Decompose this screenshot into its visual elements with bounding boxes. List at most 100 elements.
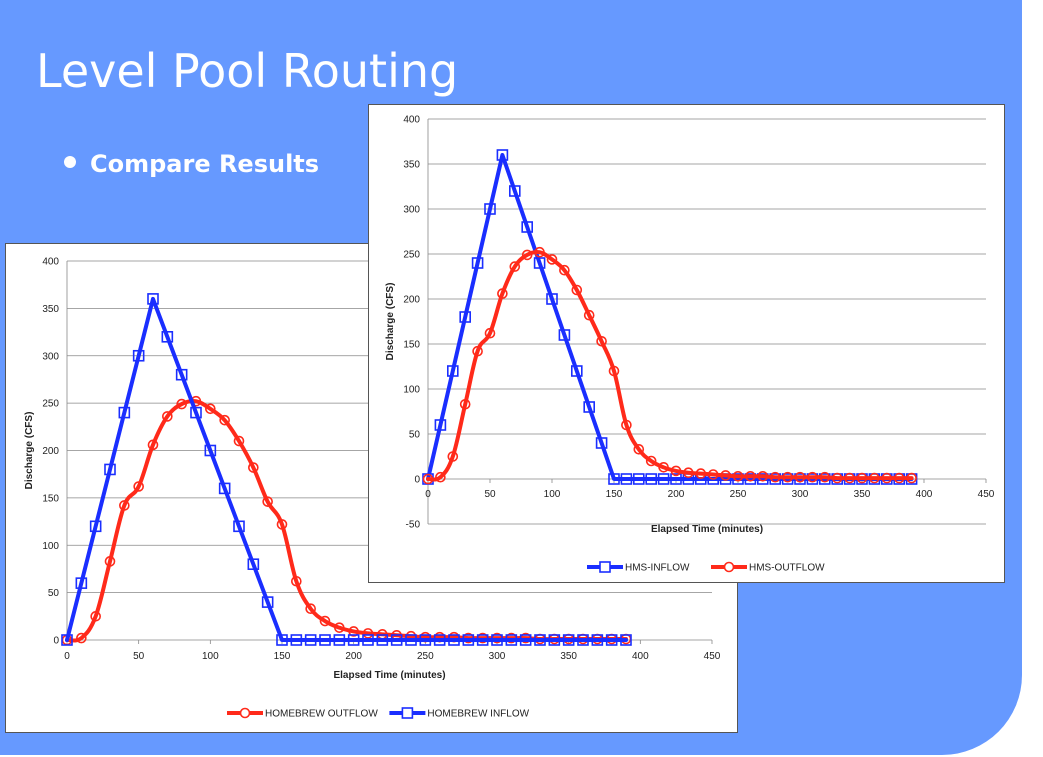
hms-chart-hms-inflow-point (484, 203, 496, 215)
hms-chart-hms-inflow-point (645, 473, 658, 485)
homebrew-chart-homebrew-outflow-point (262, 496, 273, 507)
hms-chart-legend-hms-inflow-label: HMS-INFLOW (625, 563, 690, 574)
hms-chart-hms-outflow-point (720, 470, 731, 481)
homebrew-chart-homebrew-inflow-point (104, 463, 116, 476)
hms-chart-hms-outflow-point (782, 471, 793, 483)
homebrew-chart-homebrew-inflow-point (61, 634, 73, 646)
hms-chart-hms-outflow-point (831, 472, 843, 484)
hms-chart-x-tick-label: 100 (544, 489, 561, 500)
homebrew-chart-x-tick-label: 250 (417, 651, 434, 662)
homebrew-chart-homebrew-inflow-point (175, 368, 188, 381)
homebrew-chart-homebrew-inflow-point (261, 596, 274, 608)
homebrew-chart-homebrew-inflow-point (505, 634, 518, 646)
hms-chart-hms-outflow-point (645, 455, 657, 467)
hms-chart-hms-outflow-point (596, 336, 607, 347)
hms-chart-hms-inflow-point (434, 419, 447, 431)
homebrew-chart-homebrew-inflow-point (247, 558, 260, 571)
homebrew-chart-homebrew-inflow-point (433, 634, 446, 646)
homebrew-chart-homebrew-outflow-point (219, 414, 230, 426)
homebrew-chart-legend-homebrew-inflow-marker (401, 707, 414, 719)
hms-chart-x-tick-label: 0 (425, 489, 431, 500)
hms-chart-y-tick-label: 50 (409, 430, 421, 441)
hms-chart-hms-outflow-point (621, 419, 632, 431)
hms-chart-legend-hms-inflow-marker (599, 561, 611, 573)
homebrew-chart-homebrew-inflow-point (276, 634, 288, 646)
hms-chart-x-tick-label: 400 (916, 489, 933, 500)
right-margin (1022, 0, 1043, 757)
homebrew-chart-legend-homebrew-outflow-label: HOMEBREW OUTFLOW (265, 709, 378, 720)
hms-chart-hms-outflow-point (844, 472, 855, 484)
homebrew-chart-homebrew-inflow-point (548, 634, 561, 646)
hms-chart-hms-outflow-point (422, 473, 434, 485)
hms-chart-hms-outflow-point (571, 284, 583, 296)
hms-chart-hms-inflow-point (471, 257, 484, 269)
homebrew-chart-homebrew-inflow-point (233, 520, 245, 533)
homebrew-chart-x-tick-label: 350 (560, 651, 577, 662)
hms-chart-hms-inflow-point (496, 149, 509, 161)
hms-chart-hms-inflow-point (571, 365, 583, 377)
homebrew-chart-homebrew-inflow-point (605, 634, 618, 646)
homebrew-chart-homebrew-inflow-point (319, 634, 331, 646)
homebrew-chart-x-tick-label: 300 (489, 651, 506, 662)
hms-chart-hms-outflow-point (819, 471, 831, 483)
homebrew-chart-y-tick-label: 250 (42, 399, 59, 410)
homebrew-chart-homebrew-outflow-point (276, 519, 288, 530)
hms-chart-hms-outflow-point (435, 471, 446, 483)
hms-chart-legend-hms-outflow-label: HMS-OUTFLOW (749, 563, 825, 574)
homebrew-chart-homebrew-inflow-point (491, 634, 503, 646)
homebrew-chart-homebrew-inflow-point (462, 634, 475, 646)
hms-chart-hms-inflow-point (756, 473, 769, 485)
homebrew-chart-x-tick-label: 100 (202, 651, 219, 662)
homebrew-chart-homebrew-inflow-point (419, 634, 432, 646)
homebrew-chart-homebrew-inflow-point (562, 634, 575, 646)
homebrew-chart-homebrew-inflow-point (448, 634, 460, 646)
homebrew-chart-x-tick-label: 50 (133, 651, 145, 662)
hms-chart-hms-outflow-point (881, 472, 893, 484)
hms-chart-hms-outflow-point (459, 398, 471, 410)
hms-chart-x-tick-label: 350 (854, 489, 871, 500)
homebrew-chart-homebrew-inflow-point (218, 482, 231, 495)
hms-chart-hms-inflow-point (459, 311, 471, 323)
bullet-item: Compare Results (64, 150, 319, 178)
hms-chart-hms-outflow-point (906, 472, 917, 484)
hms-chart-legend-hms-outflow-marker (723, 561, 735, 573)
hms-chart-hms-inflow-point (670, 473, 682, 485)
hms-chart-hms-inflow-point (447, 365, 459, 377)
hms-chart-hms-outflow-point (757, 470, 769, 482)
homebrew-chart-x-tick-label: 0 (64, 651, 70, 662)
hms-chart-hms-inflow-point (546, 293, 558, 305)
hms-chart-hms-outflow-point (695, 468, 707, 479)
homebrew-chart-homebrew-inflow-point (204, 444, 217, 457)
homebrew-chart-homebrew-outflow-point (334, 622, 345, 633)
homebrew-chart-homebrew-inflow-point (132, 349, 145, 362)
homebrew-chart-homebrew-outflow-point (348, 626, 359, 637)
hms-chart-hms-inflow-line (426, 153, 914, 481)
homebrew-chart-homebrew-inflow-point (591, 634, 604, 646)
hms-chart-y-tick-label: 350 (403, 160, 420, 171)
homebrew-chart-y-tick-label: 100 (42, 541, 59, 552)
homebrew-chart-homebrew-outflow-point (291, 575, 302, 587)
homebrew-chart-homebrew-outflow-point (162, 411, 173, 422)
hms-chart-hms-inflow-point (608, 473, 620, 485)
hms-chart-hms-outflow-point (769, 471, 781, 483)
hms-chart-hms-outflow-point (559, 264, 570, 276)
hms-chart-hms-outflow-point (707, 469, 719, 480)
bullet-dot-icon (64, 156, 76, 168)
homebrew-chart-homebrew-outflow-point (319, 615, 331, 627)
homebrew-chart-homebrew-inflow-point (362, 634, 374, 646)
hms-chart-y-tick-label: 200 (403, 295, 420, 306)
hms-chart-y-tick-label: 400 (403, 115, 420, 126)
homebrew-chart-homebrew-inflow-point (333, 634, 346, 646)
hms-chart-x-tick-label: 300 (792, 489, 809, 500)
homebrew-chart-x-axis-title: Elapsed Time (minutes) (333, 670, 445, 681)
homebrew-chart-homebrew-inflow-point (347, 634, 360, 646)
homebrew-chart-homebrew-outflow-point (305, 603, 316, 615)
hms-chart-hms-inflow-point (657, 473, 670, 485)
hms-chart-hms-inflow-point (583, 401, 595, 413)
homebrew-chart-y-tick-label: 150 (42, 493, 59, 504)
hms-chart-hms-inflow-point (521, 221, 533, 233)
homebrew-chart-homebrew-inflow-point (161, 331, 174, 343)
hms-chart-y-tick-label: -50 (406, 520, 421, 531)
homebrew-chart-homebrew-outflow-point (176, 398, 187, 410)
hms-chart-hms-outflow-point (893, 472, 905, 484)
